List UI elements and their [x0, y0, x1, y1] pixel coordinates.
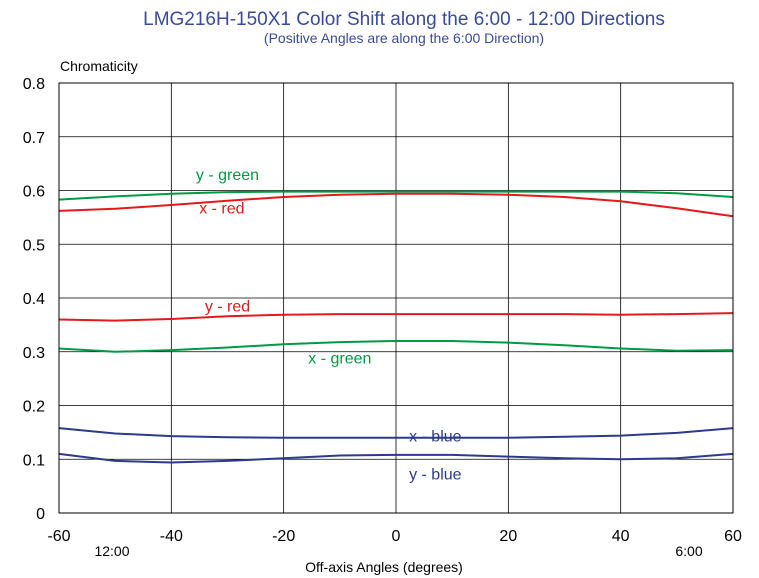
tick-labels: -60 -40 -20 0 20 40 60 0 0.1 0.2 0.3 0.4 0.5 0.6 0.7 0.…	[23, 76, 742, 545]
x-tick-label: 60	[724, 528, 742, 545]
y-tick-label: 0.1	[23, 452, 45, 469]
x-tick-label: 0	[392, 528, 401, 545]
series-line-x-green	[58, 340, 734, 353]
y-tick-label: 0	[36, 506, 45, 523]
series-label: x - blue	[409, 429, 462, 446]
series-label: y - red	[205, 298, 250, 315]
series-label: y - green	[196, 167, 259, 184]
series-line-y-blue	[58, 452, 734, 464]
grid	[58, 82, 734, 514]
y-tick-label: 0.7	[23, 130, 45, 147]
x-tick-label: -40	[160, 528, 183, 545]
series-line-y-green	[58, 190, 734, 201]
x-axis-label: Off-axis Angles (degrees)	[305, 559, 463, 575]
plot-frame	[58, 82, 734, 514]
series-labels: y - green x - red y - red x - green x - blue…	[196, 167, 462, 484]
x-tick-label: 40	[612, 528, 630, 545]
y-axis-label: Chromaticity	[60, 58, 138, 74]
y-tick-label: 0.8	[23, 76, 45, 93]
y-tick-label: 0.2	[23, 399, 45, 416]
x-tick-label: 20	[499, 528, 517, 545]
y-tick-label: 0.5	[23, 237, 45, 254]
y-tick-label: 0.6	[23, 184, 45, 201]
x-tick-label: -20	[272, 528, 295, 545]
series-label: x - green	[308, 351, 371, 368]
chart-title: LMG216H-150X1 Color Shift along the 6:00…	[143, 9, 665, 30]
chart-subtitle: (Positive Angles are along the 6:00 Dire…	[264, 30, 544, 46]
series-line-x-blue	[58, 427, 734, 439]
series-lines	[58, 190, 734, 464]
series-line-y-red	[58, 312, 734, 322]
direction-label-left: 12:00	[94, 543, 129, 559]
direction-label-right: 6:00	[675, 543, 702, 559]
series-label: y - blue	[409, 467, 462, 484]
y-tick-label: 0.4	[23, 291, 45, 308]
series-label: x - red	[199, 201, 244, 218]
x-tick-label: -60	[47, 528, 70, 545]
series-line-x-red	[58, 192, 734, 218]
y-tick-label: 0.3	[23, 345, 45, 362]
